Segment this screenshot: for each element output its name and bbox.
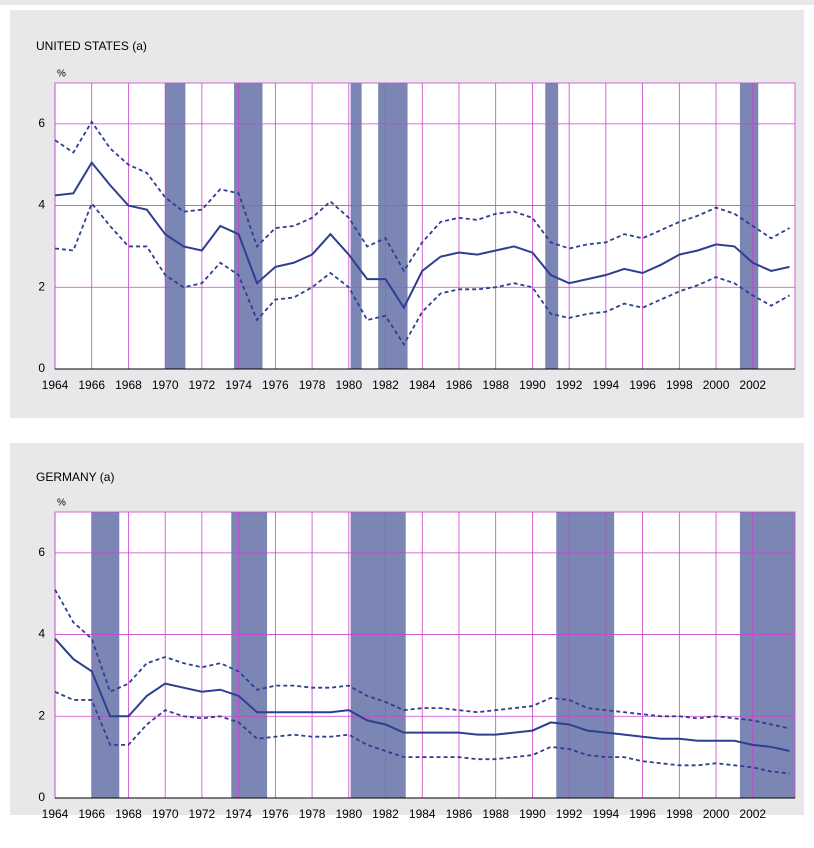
y-tick-label: 0 xyxy=(38,790,45,804)
shaded-period xyxy=(739,512,795,798)
x-tick-label: 1972 xyxy=(189,378,216,392)
x-tick-label: 2000 xyxy=(703,378,730,392)
x-tick-label: 1978 xyxy=(299,378,326,392)
x-tick-label: 1964 xyxy=(42,378,69,392)
y-tick-label: 4 xyxy=(38,198,45,212)
shaded-period xyxy=(350,83,362,369)
chart-title: UNITED STATES (a) xyxy=(36,39,147,53)
x-tick-label: 1988 xyxy=(482,807,509,821)
top-strip xyxy=(0,0,814,5)
x-tick-label: 2002 xyxy=(739,807,766,821)
x-tick-label: 1976 xyxy=(262,378,289,392)
x-tick-label: 1990 xyxy=(519,378,546,392)
x-tick-label: 1988 xyxy=(482,378,509,392)
x-tick-label: 1986 xyxy=(446,378,473,392)
shaded-period xyxy=(556,512,615,798)
x-tick-label: 1996 xyxy=(629,378,656,392)
x-tick-label: 1992 xyxy=(556,378,583,392)
chart-title: GERMANY (a) xyxy=(36,470,114,484)
shaded-period xyxy=(378,83,408,369)
band-line xyxy=(54,589,790,730)
plot-area xyxy=(55,512,795,798)
y-tick-label: 2 xyxy=(38,279,45,293)
x-tick-label: 1994 xyxy=(593,807,620,821)
x-tick-label: 1998 xyxy=(666,378,693,392)
x-tick-label: 1984 xyxy=(409,378,436,392)
x-tick-label: 1966 xyxy=(78,807,105,821)
x-tick-label: 1986 xyxy=(446,807,473,821)
shaded-period xyxy=(350,512,406,798)
x-tick-label: 1984 xyxy=(409,807,436,821)
x-tick-label: 1970 xyxy=(152,807,179,821)
x-tick-label: 1996 xyxy=(629,807,656,821)
shaded-period xyxy=(231,512,268,798)
y-tick-label: 6 xyxy=(38,545,45,559)
x-tick-label: 1964 xyxy=(42,807,69,821)
x-tick-label: 1994 xyxy=(593,378,620,392)
y-tick-label: 2 xyxy=(38,708,45,722)
x-tick-label: 1998 xyxy=(666,807,693,821)
x-tick-label: 1990 xyxy=(519,807,546,821)
band-line xyxy=(54,120,790,273)
x-tick-label: 1968 xyxy=(115,378,142,392)
band-line xyxy=(54,690,790,775)
y-tick-label: 0 xyxy=(38,361,45,375)
x-tick-label: 1972 xyxy=(189,807,216,821)
shaded-period xyxy=(545,83,559,369)
x-tick-label: 1978 xyxy=(299,807,326,821)
shaded-period xyxy=(91,512,120,798)
x-tick-label: 1992 xyxy=(556,807,583,821)
x-tick-label: 1974 xyxy=(225,807,252,821)
y-axis-label: % xyxy=(57,498,66,509)
y-axis-label: % xyxy=(57,69,66,80)
band-line xyxy=(54,201,790,347)
x-tick-label: 1968 xyxy=(115,807,142,821)
x-tick-label: 1970 xyxy=(152,378,179,392)
x-tick-label: 2002 xyxy=(739,378,766,392)
x-tick-label: 1982 xyxy=(372,807,399,821)
x-tick-label: 1980 xyxy=(335,807,362,821)
x-tick-label: 1980 xyxy=(335,378,362,392)
shaded-period xyxy=(165,83,186,369)
central-line xyxy=(54,160,790,310)
x-tick-label: 1974 xyxy=(225,378,252,392)
x-tick-label: 1976 xyxy=(262,807,289,821)
x-tick-label: 1966 xyxy=(78,378,105,392)
y-tick-label: 6 xyxy=(38,116,45,130)
x-tick-label: 1982 xyxy=(372,378,399,392)
x-tick-label: 2000 xyxy=(703,807,730,821)
central-line xyxy=(54,637,790,752)
shaded-period xyxy=(739,83,759,369)
y-tick-label: 4 xyxy=(38,627,45,641)
